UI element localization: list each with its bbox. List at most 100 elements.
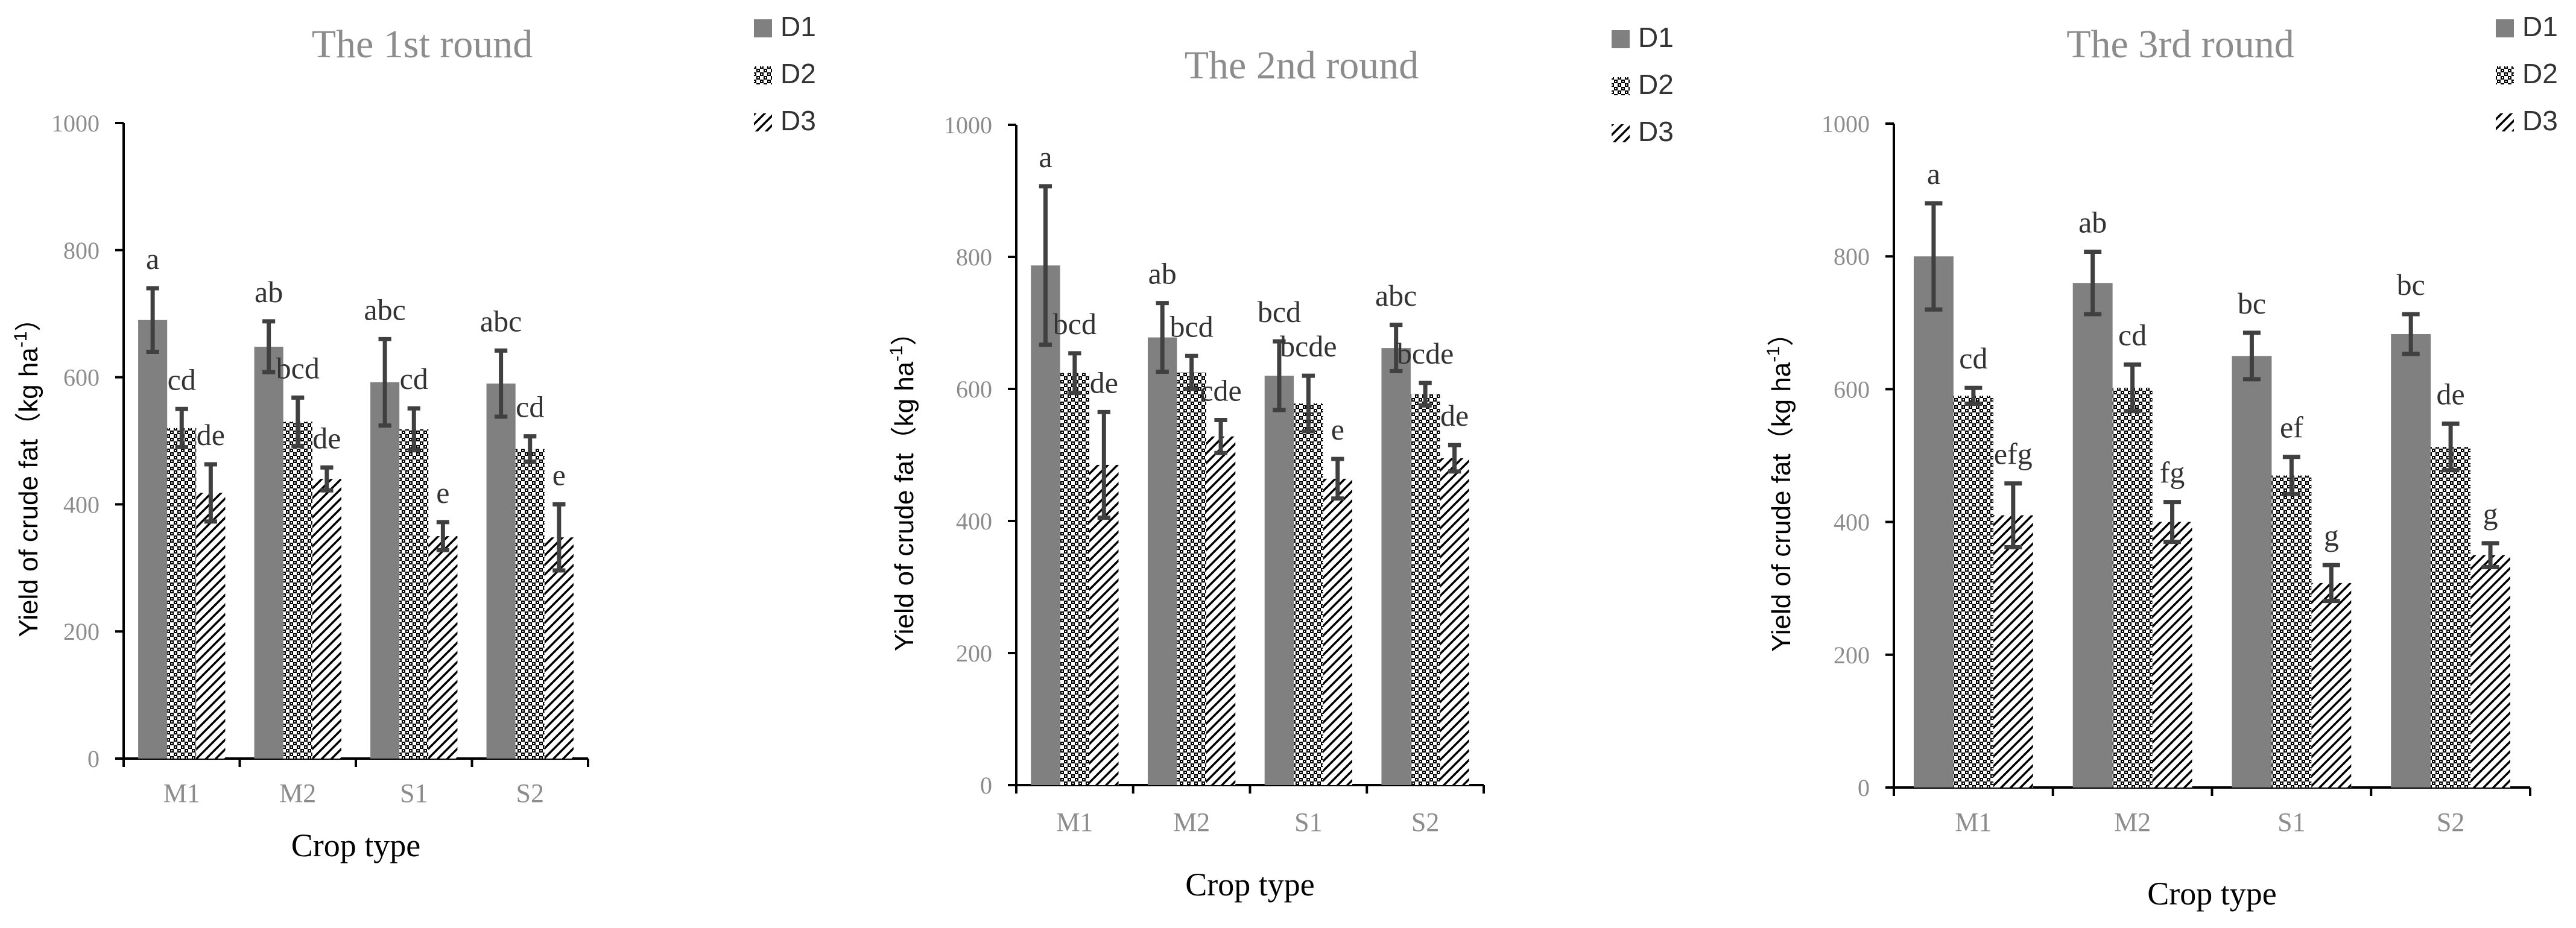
significance-label: cd — [168, 362, 196, 396]
significance-label: abc — [364, 292, 405, 326]
legend-swatch-d2 — [1612, 77, 1630, 95]
significance-label: bcde — [1397, 336, 1454, 370]
bar-d2-s2 — [2431, 447, 2471, 788]
bar-d1-s2 — [1381, 348, 1411, 785]
y-tick-label: 200 — [1834, 642, 1870, 669]
legend-swatch-d1 — [1612, 30, 1630, 48]
y-axis-label-superscript: -1 — [887, 346, 907, 362]
legend-swatch-d1 — [2496, 19, 2514, 37]
bar-d3-m2 — [1206, 436, 1236, 785]
y-axis-label-main: Yield of crude fat（kg ha — [1767, 362, 1796, 652]
significance-label: a — [1039, 140, 1052, 174]
bar-d3-m1 — [1993, 515, 2033, 788]
significance-label: cde — [1200, 373, 1241, 407]
x-axis-label: Crop type — [2147, 876, 2276, 912]
y-tick-label: 200 — [956, 640, 992, 667]
bar-d3-s1 — [2311, 582, 2352, 788]
legend-label: D3 — [780, 105, 816, 136]
bar-d1-s1 — [1264, 376, 1294, 785]
significance-label: ab — [2078, 205, 2107, 239]
x-axis-label: Crop type — [291, 827, 420, 863]
bar-d1-s1 — [2232, 356, 2272, 788]
significance-label: cd — [1959, 341, 1987, 375]
y-tick-label: 1000 — [944, 112, 992, 139]
bar-d2-s1 — [1294, 403, 1323, 785]
y-tick-label: 0 — [87, 745, 100, 772]
bar-d3-m2 — [312, 479, 341, 759]
chart-title: The 3rd round — [2066, 22, 2294, 66]
y-axis-label: Yield of crude fat（kg ha-1） — [1764, 320, 1796, 652]
significance-label: e — [436, 476, 449, 510]
significance-label: bcd — [1258, 295, 1301, 329]
bar-d2-m2 — [283, 421, 312, 759]
y-tick-label: 400 — [63, 491, 100, 518]
bar-d3-s2 — [2470, 555, 2511, 788]
bar-d3-s2 — [1440, 458, 1469, 785]
legend: D1 D2 D3 — [2496, 11, 2558, 136]
significance-label: de — [1440, 399, 1469, 432]
x-tick-label: S2 — [516, 778, 544, 808]
x-tick-label: M1 — [1056, 807, 1093, 837]
significance-label: bcde — [1280, 329, 1337, 363]
bar-d2-m1 — [167, 428, 197, 759]
bar-d2-s2 — [1410, 394, 1440, 785]
legend: D1 D2 D3 — [1612, 22, 1674, 147]
y-axis-label-end: ） — [890, 319, 919, 346]
x-tick-label: S1 — [2277, 807, 2305, 837]
bar-d1-m1 — [1031, 265, 1060, 785]
significance-label: g — [2324, 519, 2339, 552]
significance-label: abc — [1375, 279, 1417, 312]
legend-label: D2 — [1638, 69, 1674, 100]
bar-d2-s1 — [399, 429, 429, 759]
y-tick-label: 600 — [1834, 376, 1870, 403]
x-tick-label: M2 — [2114, 807, 2151, 837]
legend-swatch-d3 — [1612, 124, 1630, 142]
significance-label: g — [2483, 497, 2498, 531]
y-axis-label: Yield of crude fat（kg ha-1） — [887, 319, 919, 651]
bar-d1-m2 — [254, 347, 283, 759]
significance-label: e — [552, 458, 566, 491]
y-axis-label-superscript: -1 — [1764, 346, 1783, 362]
bar-d1-m2 — [2072, 283, 2113, 788]
y-tick-label: 0 — [980, 772, 992, 799]
significance-label: de — [197, 418, 225, 452]
bar-d2-m2 — [1177, 372, 1206, 785]
y-axis-label-main: Yield of crude fat（kg ha — [14, 347, 43, 637]
significance-label: ef — [2280, 411, 2303, 444]
x-tick-label: S1 — [1294, 807, 1322, 837]
legend-label: D1 — [2522, 11, 2558, 42]
legend-swatch-d2 — [2496, 66, 2514, 84]
bar-d3-m2 — [2152, 522, 2192, 788]
y-axis-label-superscript: -1 — [11, 332, 31, 348]
legend-label: D3 — [2522, 105, 2558, 136]
chart-title: The 2nd round — [1185, 43, 1419, 87]
bar-d1-m1 — [138, 320, 168, 759]
y-tick-label: 800 — [956, 244, 992, 271]
legend-label: D1 — [780, 11, 816, 42]
y-tick-label: 0 — [1858, 774, 1870, 801]
significance-label: de — [2437, 377, 2465, 411]
bar-d3-s1 — [1323, 478, 1353, 785]
significance-label: a — [1927, 157, 1940, 191]
y-tick-label: 600 — [956, 376, 992, 403]
x-tick-label: S1 — [400, 778, 428, 808]
significance-label: e — [1331, 412, 1344, 446]
x-tick-label: M2 — [1173, 807, 1210, 837]
y-axis-label-end: ） — [1767, 320, 1796, 346]
bar-d3-s2 — [544, 537, 574, 759]
significance-label: de — [312, 421, 341, 455]
x-tick-label: M1 — [1955, 807, 1992, 837]
x-tick-label: M1 — [163, 778, 200, 808]
bar-d1-s1 — [370, 382, 400, 759]
y-tick-label: 600 — [63, 364, 100, 391]
y-tick-label: 800 — [1834, 243, 1870, 270]
y-tick-label: 400 — [956, 508, 992, 535]
legend-swatch-d3 — [754, 113, 772, 131]
y-tick-label: 1000 — [51, 110, 100, 137]
bar-d3-m1 — [196, 493, 226, 759]
legend-label: D1 — [1638, 22, 1674, 53]
significance-label: cd — [2118, 318, 2147, 352]
bar-d2-m1 — [1060, 373, 1090, 785]
legend-label: D2 — [2522, 58, 2558, 89]
legend-swatch-d1 — [754, 19, 772, 37]
